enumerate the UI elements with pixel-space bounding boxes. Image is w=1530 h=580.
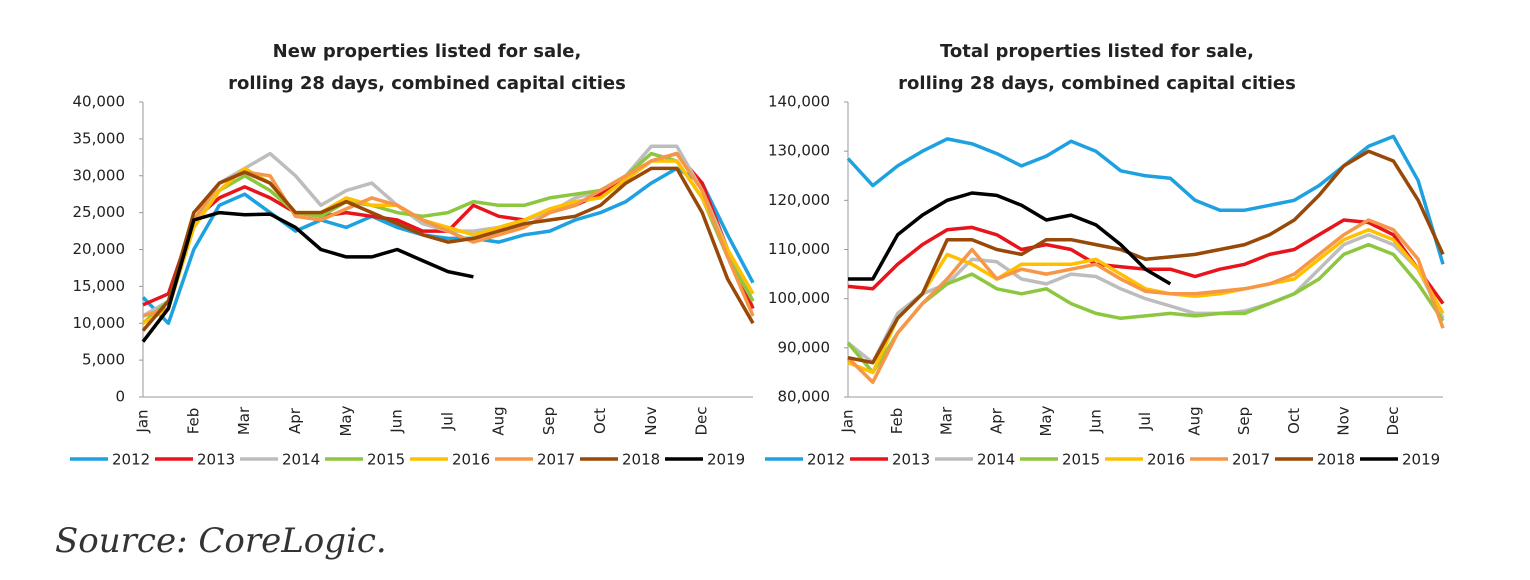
- x-tick-label: Feb: [888, 408, 906, 435]
- legend-label: 2019: [1402, 451, 1440, 469]
- series-line: [847, 149, 1445, 365]
- legend-label: 2014: [282, 451, 320, 469]
- y-tick-label: 40,000: [73, 93, 126, 111]
- x-tick-label: Jan: [134, 409, 152, 433]
- x-tick-label: Sep: [1235, 407, 1253, 435]
- x-tick-label: Dec: [693, 406, 711, 435]
- series-line: [846, 242, 1445, 375]
- x-tick-label: Aug: [489, 406, 507, 435]
- legend-label: 2015: [367, 451, 405, 469]
- y-tick-label: 20,000: [73, 240, 126, 258]
- y-tick-label: 35,000: [73, 129, 126, 147]
- y-tick-label: 130,000: [768, 142, 830, 160]
- x-tick-label: Jan: [839, 409, 857, 433]
- y-tick-label: 110,000: [768, 240, 830, 258]
- series-line: [846, 218, 1445, 385]
- y-tick-label: 10,000: [73, 314, 126, 332]
- x-tick-label: Feb: [184, 408, 202, 435]
- legend-label: 2012: [112, 451, 150, 469]
- x-tick-label: May: [1037, 405, 1055, 436]
- y-tick-label: 15,000: [73, 277, 126, 295]
- x-tick-label: Mar: [235, 406, 253, 435]
- chart-title: Total properties listed for sale,: [940, 41, 1254, 62]
- legend-label: 2018: [1317, 451, 1355, 469]
- x-tick-label: Nov: [1334, 406, 1352, 435]
- chart-title: rolling 28 days, combined capital cities: [898, 73, 1296, 94]
- series-line: [846, 134, 1445, 265]
- legend-label: 2014: [977, 451, 1015, 469]
- series-line: [141, 210, 474, 343]
- y-tick-label: 100,000: [768, 289, 830, 307]
- series-line: [141, 166, 755, 332]
- y-tick-label: 120,000: [768, 191, 830, 209]
- y-tick-label: 30,000: [73, 166, 126, 184]
- y-tick-label: 140,000: [768, 93, 830, 111]
- x-tick-label: Jun: [388, 409, 406, 433]
- x-tick-label: Nov: [642, 406, 660, 435]
- y-tick-label: 25,000: [73, 203, 126, 221]
- legend-label: 2012: [807, 451, 845, 469]
- series-line: [848, 191, 1172, 286]
- series-line: [141, 166, 755, 326]
- chart-title: New properties listed for sale,: [273, 41, 582, 62]
- legend-label: 2017: [1232, 451, 1270, 469]
- x-tick-label: Jul: [1136, 412, 1154, 431]
- x-tick-label: Aug: [1186, 406, 1204, 435]
- series-line: [141, 151, 755, 325]
- legend-label: 2019: [707, 451, 745, 469]
- series-line: [847, 228, 1445, 375]
- legend-label: 2016: [452, 451, 490, 469]
- source-note: Source: CoreLogic.: [55, 521, 387, 561]
- legend-label: 2018: [622, 451, 660, 469]
- y-tick-label: 90,000: [778, 338, 831, 356]
- x-tick-label: May: [337, 405, 355, 436]
- x-tick-label: Jul: [439, 412, 457, 431]
- x-tick-label: Dec: [1384, 406, 1402, 435]
- legend-label: 2013: [197, 451, 235, 469]
- y-tick-label: 0: [115, 388, 125, 406]
- x-tick-label: Oct: [591, 408, 609, 434]
- x-tick-label: Oct: [1285, 408, 1303, 434]
- chart-title: rolling 28 days, combined capital cities: [228, 73, 626, 94]
- x-tick-label: Apr: [987, 407, 1005, 434]
- x-tick-label: Jun: [1086, 409, 1104, 433]
- x-tick-label: Sep: [540, 407, 558, 435]
- series-line: [846, 233, 1445, 365]
- y-tick-label: 5,000: [82, 351, 125, 369]
- legend-label: 2016: [1147, 451, 1185, 469]
- legend-label: 2013: [892, 451, 930, 469]
- legend-label: 2017: [537, 451, 575, 469]
- x-tick-label: Apr: [286, 407, 304, 434]
- x-tick-label: Mar: [938, 406, 956, 435]
- legend-label: 2015: [1062, 451, 1100, 469]
- y-tick-label: 80,000: [778, 388, 831, 406]
